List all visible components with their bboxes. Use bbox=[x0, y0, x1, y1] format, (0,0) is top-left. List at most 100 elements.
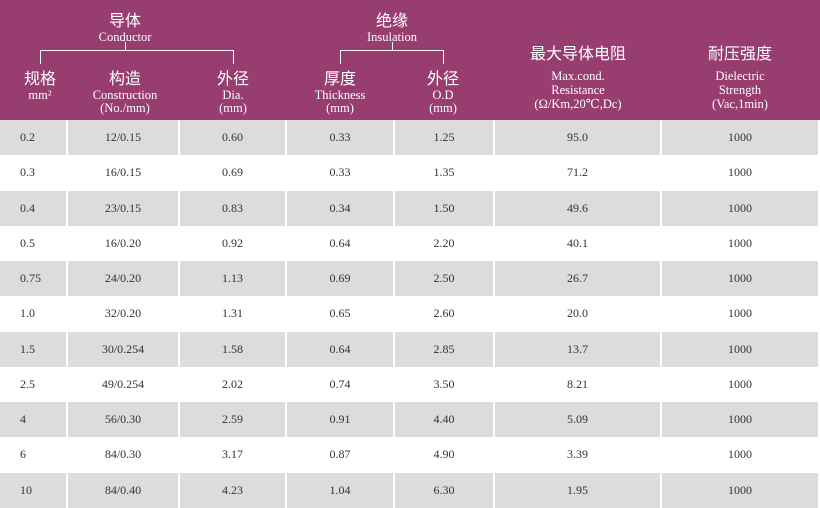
table-cell: 1000 bbox=[662, 437, 820, 473]
column-title: 最大导体电阻 bbox=[529, 46, 627, 63]
table-cell: 0.64 bbox=[287, 225, 395, 262]
table-cell: 3.39 bbox=[495, 437, 662, 473]
table-cell: 1000 bbox=[662, 331, 820, 367]
column-subtitle: mm² bbox=[28, 88, 52, 102]
table-cell: 16/0.20 bbox=[68, 225, 180, 262]
table-cell: 1.58 bbox=[180, 331, 287, 367]
table-cell: 49.6 bbox=[495, 190, 662, 226]
table-cell: 4 bbox=[0, 402, 68, 438]
column-title: 规格 bbox=[23, 71, 57, 88]
table-cell: 4.90 bbox=[395, 437, 495, 473]
table-cell: 3.17 bbox=[180, 437, 287, 473]
table-cell: 3.50 bbox=[395, 366, 495, 403]
column-subtitle: (mm) bbox=[429, 101, 457, 115]
table-cell: 0.34 bbox=[287, 190, 395, 226]
table-cell: 2.60 bbox=[395, 296, 495, 332]
column-subtitle: (mm) bbox=[326, 101, 354, 115]
table-cell: 2.59 bbox=[180, 402, 287, 438]
group-title: 绝缘 bbox=[375, 13, 409, 30]
table-cell: 1000 bbox=[662, 366, 820, 403]
table-cell: 0.74 bbox=[287, 366, 395, 403]
column-title: 外径 bbox=[426, 71, 460, 88]
column-subtitle: Construction bbox=[92, 88, 158, 102]
table-cell: 16/0.15 bbox=[68, 155, 180, 191]
table-cell: 1000 bbox=[662, 120, 820, 156]
table-cell: 1000 bbox=[662, 296, 820, 332]
table-cell: 0.75 bbox=[0, 261, 68, 297]
table-cell: 40.1 bbox=[495, 225, 662, 262]
table-cell: 0.87 bbox=[287, 437, 395, 473]
column-subtitle: Resistance bbox=[551, 83, 605, 97]
table-cell: 1.35 bbox=[395, 155, 495, 191]
table-cell: 0.60 bbox=[180, 120, 287, 156]
column-subtitle: Max.cond. bbox=[551, 69, 605, 83]
column-title: 构造 bbox=[108, 71, 142, 88]
bracket bbox=[340, 50, 444, 51]
bracket bbox=[392, 42, 393, 50]
table-cell: 56/0.30 bbox=[68, 402, 180, 438]
table-cell: 84/0.30 bbox=[68, 437, 180, 473]
table-cell: 4.40 bbox=[395, 402, 495, 438]
column-title: 耐压强度 bbox=[707, 46, 773, 63]
table-cell: 8.21 bbox=[495, 366, 662, 403]
table-cell: 2.85 bbox=[395, 331, 495, 367]
table-cell: 1000 bbox=[662, 261, 820, 297]
table-cell: 0.5 bbox=[0, 225, 68, 262]
table-cell: 1.50 bbox=[395, 190, 495, 226]
bracket bbox=[233, 50, 234, 64]
table-cell: 4.23 bbox=[180, 472, 287, 508]
table-header: 导体 Conductor 绝缘 Insulation 规格 mm² 构造 Constructi… bbox=[0, 0, 820, 120]
table-cell: 2.50 bbox=[395, 261, 495, 297]
table-cell: 0.3 bbox=[0, 155, 68, 191]
column-subtitle: Dielectric bbox=[715, 69, 765, 83]
table-cell: 26.7 bbox=[495, 261, 662, 297]
table-cell: 10 bbox=[0, 472, 68, 508]
table-cell: 0.69 bbox=[180, 155, 287, 191]
table-cell: 1000 bbox=[662, 225, 820, 262]
table-cell: 1000 bbox=[662, 472, 820, 508]
table-cell: 6 bbox=[0, 437, 68, 473]
table-cell: 1.25 bbox=[395, 120, 495, 156]
table-cell: 24/0.20 bbox=[68, 261, 180, 297]
table-cell: 95.0 bbox=[495, 120, 662, 156]
table-cell: 0.65 bbox=[287, 296, 395, 332]
table-cell: 2.20 bbox=[395, 225, 495, 262]
table-cell: 2.02 bbox=[180, 366, 287, 403]
table-cell: 1.0 bbox=[0, 296, 68, 332]
table-cell: 71.2 bbox=[495, 155, 662, 191]
table-cell: 1000 bbox=[662, 190, 820, 226]
table-cell: 2.5 bbox=[0, 366, 68, 403]
table-cell: 1000 bbox=[662, 402, 820, 438]
bracket bbox=[340, 50, 341, 64]
table-cell: 12/0.15 bbox=[68, 120, 180, 156]
column-subtitle: (Vac,1min) bbox=[712, 97, 768, 111]
group-subtitle: Insulation bbox=[367, 30, 417, 44]
table-cell: 30/0.254 bbox=[68, 331, 180, 367]
table-cell: 0.83 bbox=[180, 190, 287, 226]
table-cell: 0.64 bbox=[287, 331, 395, 367]
table-cell: 49/0.254 bbox=[68, 366, 180, 403]
column-subtitle: (Ω/Km,20℃,Dc) bbox=[534, 97, 622, 111]
table-cell: 1.95 bbox=[495, 472, 662, 508]
table-cell: 0.33 bbox=[287, 155, 395, 191]
table-cell: 0.92 bbox=[180, 225, 287, 262]
table-cell: 5.09 bbox=[495, 402, 662, 438]
table-cell: 13.7 bbox=[495, 331, 662, 367]
column-subtitle: (No./mm) bbox=[100, 101, 150, 115]
bracket bbox=[40, 50, 41, 64]
table-cell: 23/0.15 bbox=[68, 190, 180, 226]
table-cell: 84/0.40 bbox=[68, 472, 180, 508]
bracket bbox=[40, 50, 234, 51]
bracket bbox=[443, 50, 444, 64]
group-title: 导体 bbox=[108, 13, 142, 30]
table-cell: 0.91 bbox=[287, 402, 395, 438]
table-cell: 1.5 bbox=[0, 331, 68, 367]
column-subtitle: Strength bbox=[718, 83, 762, 97]
table-cell: 20.0 bbox=[495, 296, 662, 332]
table-cell: 1.13 bbox=[180, 261, 287, 297]
column-title: 厚度 bbox=[323, 71, 357, 88]
table-cell: 6.30 bbox=[395, 472, 495, 508]
table-cell: 1.31 bbox=[180, 296, 287, 332]
column-subtitle: Thickness bbox=[314, 88, 366, 102]
